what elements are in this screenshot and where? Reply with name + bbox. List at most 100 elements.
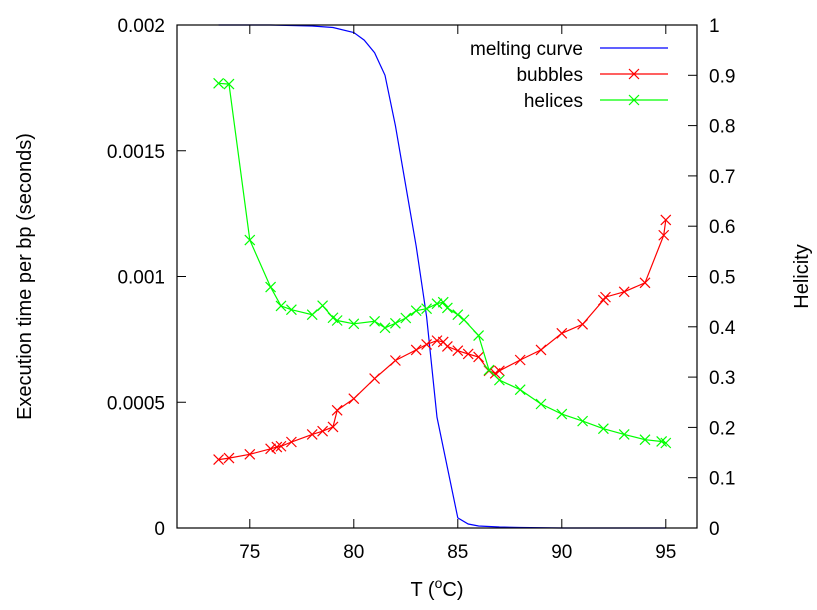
data-point-bubbles xyxy=(306,429,318,440)
series-helices xyxy=(213,77,672,449)
x-axis-title-suffix: C) xyxy=(442,579,463,601)
data-point-helices xyxy=(493,374,505,386)
y2-tick-label: 0.8 xyxy=(709,117,735,138)
data-point-bubbles xyxy=(618,286,630,298)
data-point-bubbles xyxy=(244,448,256,460)
x-axis-title: T (oC) xyxy=(411,575,464,601)
series-line-helices xyxy=(218,82,667,444)
data-point-helices xyxy=(437,296,449,308)
data-point-helices xyxy=(223,78,235,90)
data-point-bubbles xyxy=(271,441,283,453)
y2-tick-label: 0.6 xyxy=(709,217,735,238)
data-point-bubbles xyxy=(213,454,225,466)
series-bubbles xyxy=(213,214,672,466)
data-point-helices xyxy=(244,234,256,246)
data-point-helices xyxy=(275,300,287,312)
data-point-bubbles xyxy=(410,344,422,356)
data-point-helices xyxy=(660,437,672,449)
data-point-bubbles xyxy=(660,214,672,226)
y2-tick-label: 0.1 xyxy=(709,469,735,490)
data-point-helices xyxy=(473,330,485,342)
data-point-helices xyxy=(369,315,381,327)
legend-marker-bubbles xyxy=(628,68,640,80)
x-tick-label: 95 xyxy=(655,542,676,563)
data-point-bubbles xyxy=(535,344,547,356)
x-axis-title-superscript: o xyxy=(435,575,443,591)
data-point-helices xyxy=(400,312,412,324)
data-point-helices xyxy=(483,364,495,376)
legend-label-melting-curve: melting curve xyxy=(470,39,583,60)
series-line-melting-curve xyxy=(218,24,666,529)
y2-tick-label: 0.7 xyxy=(709,167,735,188)
data-point-helices xyxy=(331,315,343,326)
data-point-bubbles xyxy=(556,327,568,339)
data-point-bubbles xyxy=(389,355,401,366)
data-point-bubbles xyxy=(462,348,474,360)
data-point-helices xyxy=(421,303,433,315)
data-point-helices xyxy=(597,423,609,435)
data-point-bubbles xyxy=(493,365,505,377)
data-point-helices xyxy=(656,436,668,447)
y2-tick-label: 0.3 xyxy=(709,368,735,389)
data-point-helices xyxy=(389,317,401,329)
y2-tick-label: 0.4 xyxy=(709,318,736,339)
y-tick-label: 0.0005 xyxy=(107,393,165,414)
data-point-bubbles xyxy=(275,440,287,452)
x-tick-label: 80 xyxy=(343,542,364,563)
y2-tick-label: 0.9 xyxy=(709,66,735,87)
data-point-helices xyxy=(265,281,277,293)
data-point-helices xyxy=(348,318,360,330)
x-tick-label: 75 xyxy=(239,542,260,563)
data-point-bubbles xyxy=(265,443,277,455)
y2-tick-label: 0.2 xyxy=(709,418,735,439)
y2-tick-label: 0 xyxy=(709,519,720,540)
data-point-helices xyxy=(577,415,589,427)
series-melting-curve xyxy=(218,24,666,529)
legend-label-helices: helices xyxy=(524,91,583,112)
data-point-bubbles xyxy=(577,318,589,330)
data-point-bubbles xyxy=(223,452,235,464)
data-point-helices xyxy=(306,309,318,321)
data-point-helices xyxy=(441,302,453,314)
data-point-bubbles xyxy=(421,338,433,350)
y-axis-title: Execution time per bp (seconds) xyxy=(14,133,36,420)
data-point-helices xyxy=(285,304,297,316)
data-point-bubbles xyxy=(348,393,360,405)
data-point-helices xyxy=(379,322,391,334)
x-tick-label: 85 xyxy=(447,542,468,563)
data-point-helices xyxy=(618,429,630,440)
legend: melting curve bubbles helices xyxy=(470,39,668,112)
data-point-bubbles xyxy=(317,425,329,437)
data-point-bubbles xyxy=(327,421,339,433)
data-point-bubbles xyxy=(658,229,670,241)
data-point-helices xyxy=(410,305,422,317)
data-point-helices xyxy=(317,300,329,312)
y-tick-label: 0.001 xyxy=(117,268,165,289)
data-point-helices xyxy=(213,77,225,89)
data-point-helices xyxy=(458,314,470,326)
data-point-helices xyxy=(431,298,443,310)
y-tick-label: 0.002 xyxy=(117,16,165,37)
data-point-bubbles xyxy=(597,294,609,306)
y-tick-label: 0.0015 xyxy=(107,142,165,163)
legend-label-bubbles: bubbles xyxy=(516,65,583,86)
data-point-bubbles xyxy=(441,340,453,352)
chart-marks xyxy=(213,24,672,529)
data-point-bubbles xyxy=(285,436,297,448)
data-point-bubbles xyxy=(473,351,485,363)
y-tick-label: 0 xyxy=(154,519,165,540)
data-point-bubbles xyxy=(369,373,381,385)
data-point-bubbles xyxy=(452,345,464,357)
y2-tick-label: 0.5 xyxy=(709,268,735,289)
data-point-helices xyxy=(452,309,464,321)
data-point-bubbles xyxy=(639,277,651,289)
x-tick-label: 90 xyxy=(551,542,572,563)
data-point-helices xyxy=(535,398,547,410)
axis-ticks: 75 80 85 90 95 0 0.0005 0.001 0.0015 0.002 0 0.1 0.2… xyxy=(107,16,736,563)
data-point-bubbles xyxy=(514,354,526,366)
y2-tick-label: 1 xyxy=(709,16,720,37)
data-point-bubbles xyxy=(600,291,611,303)
y2-axis-title: Helicity xyxy=(791,244,813,308)
data-point-helices xyxy=(556,408,568,420)
